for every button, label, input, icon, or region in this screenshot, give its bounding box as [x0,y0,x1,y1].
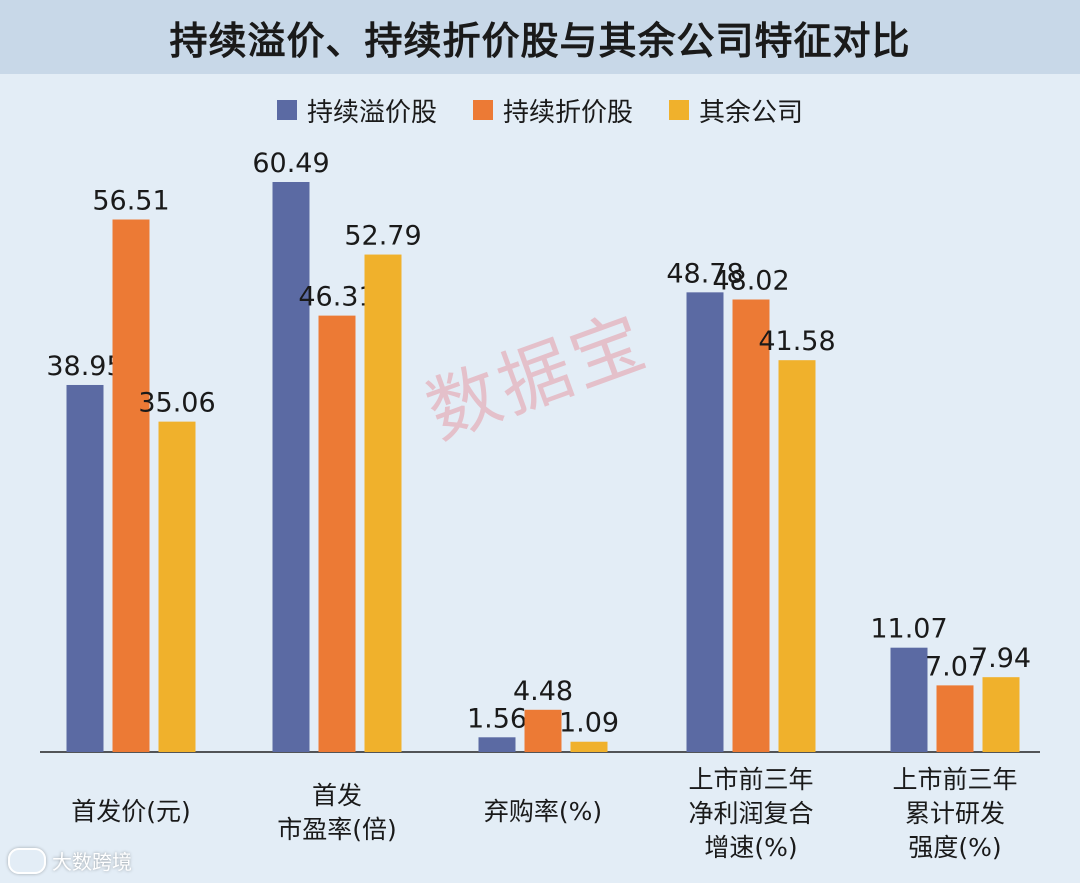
legend: 持续溢价股 持续折价股 其余公司 [0,90,1080,130]
category-label-4-line-2: 净利润复合 [688,799,813,828]
category-label-1-line-1: 首发价(元) [71,797,191,826]
bar-5-series-1 [890,647,928,752]
value-label-4-series-1: 48.78 [666,258,743,289]
legend-item-series-1: 持续溢价股 [276,92,437,129]
bar-2-series-2 [318,315,356,752]
legend-swatch-series-2 [472,100,493,120]
bar-4-series-3 [778,360,816,752]
category-label-2-line-1: 首发 [312,781,362,810]
legend-item-series-3: 其余公司 [669,92,803,129]
category-label-5-line-3: 强度(%) [908,833,1001,862]
legend-label-series-1: 持续溢价股 [306,97,437,128]
value-label-1-series-1: 38.95 [46,351,123,382]
legend-label-series-2: 持续折价股 [502,97,633,128]
value-label-3-series-2: 4.48 [513,676,573,707]
brand-logo-icon [8,847,46,874]
bar-3-series-3 [570,741,608,752]
bar-1-series-3 [158,421,196,752]
bar-5-series-3 [982,677,1020,752]
bar-3-series-1 [478,737,516,752]
bar-2-series-1 [272,182,310,752]
bar-1-series-2 [112,219,150,752]
value-label-2-series-2: 46.31 [298,282,375,313]
bar-4-series-1 [686,292,724,752]
value-label-1-series-2: 56.51 [92,186,169,217]
title-bar: 持续溢价、持续折价股与其余公司特征对比 [0,0,1080,74]
value-label-4-series-2: 48.02 [712,266,789,297]
category-label-4-line-3: 增速(%) [704,833,797,862]
value-label-5-series-3: 7.94 [971,643,1031,674]
bar-4-series-2 [732,299,770,752]
bar-2-series-3 [364,254,402,753]
legend-item-series-2: 持续折价股 [472,92,633,129]
chart-title: 持续溢价、持续折价股与其余公司特征对比 [169,18,911,63]
brand-label: 大数跨境 [52,850,132,874]
value-label-3-series-3: 1.09 [559,708,619,739]
legend-label-series-3: 其余公司 [699,97,804,128]
category-label-3-line-1: 弃购率(%) [484,797,602,826]
legend-swatch-series-1 [276,100,297,120]
value-label-5-series-2: 7.07 [925,651,985,682]
category-label-5-line-1: 上市前三年 [892,765,1017,794]
category-label-5-line-2: 累计研发 [905,799,1005,828]
value-label-4-series-3: 41.58 [758,326,835,357]
bar-3-series-2 [524,709,562,752]
value-label-2-series-3: 52.79 [344,221,421,252]
value-label-5-series-1: 11.07 [870,614,947,645]
value-label-3-series-1: 1.56 [467,703,527,734]
brand-badge: 大数跨境 [8,846,132,875]
category-label-2-line-2: 市盈率(倍) [277,815,397,844]
bar-1-series-1 [66,384,104,752]
bar-5-series-2 [936,685,974,752]
value-label-2-series-1: 60.49 [252,148,329,179]
legend-swatch-series-3 [669,100,689,120]
category-label-4-line-1: 上市前三年 [688,765,813,794]
value-label-1-series-3: 35.06 [138,388,215,419]
